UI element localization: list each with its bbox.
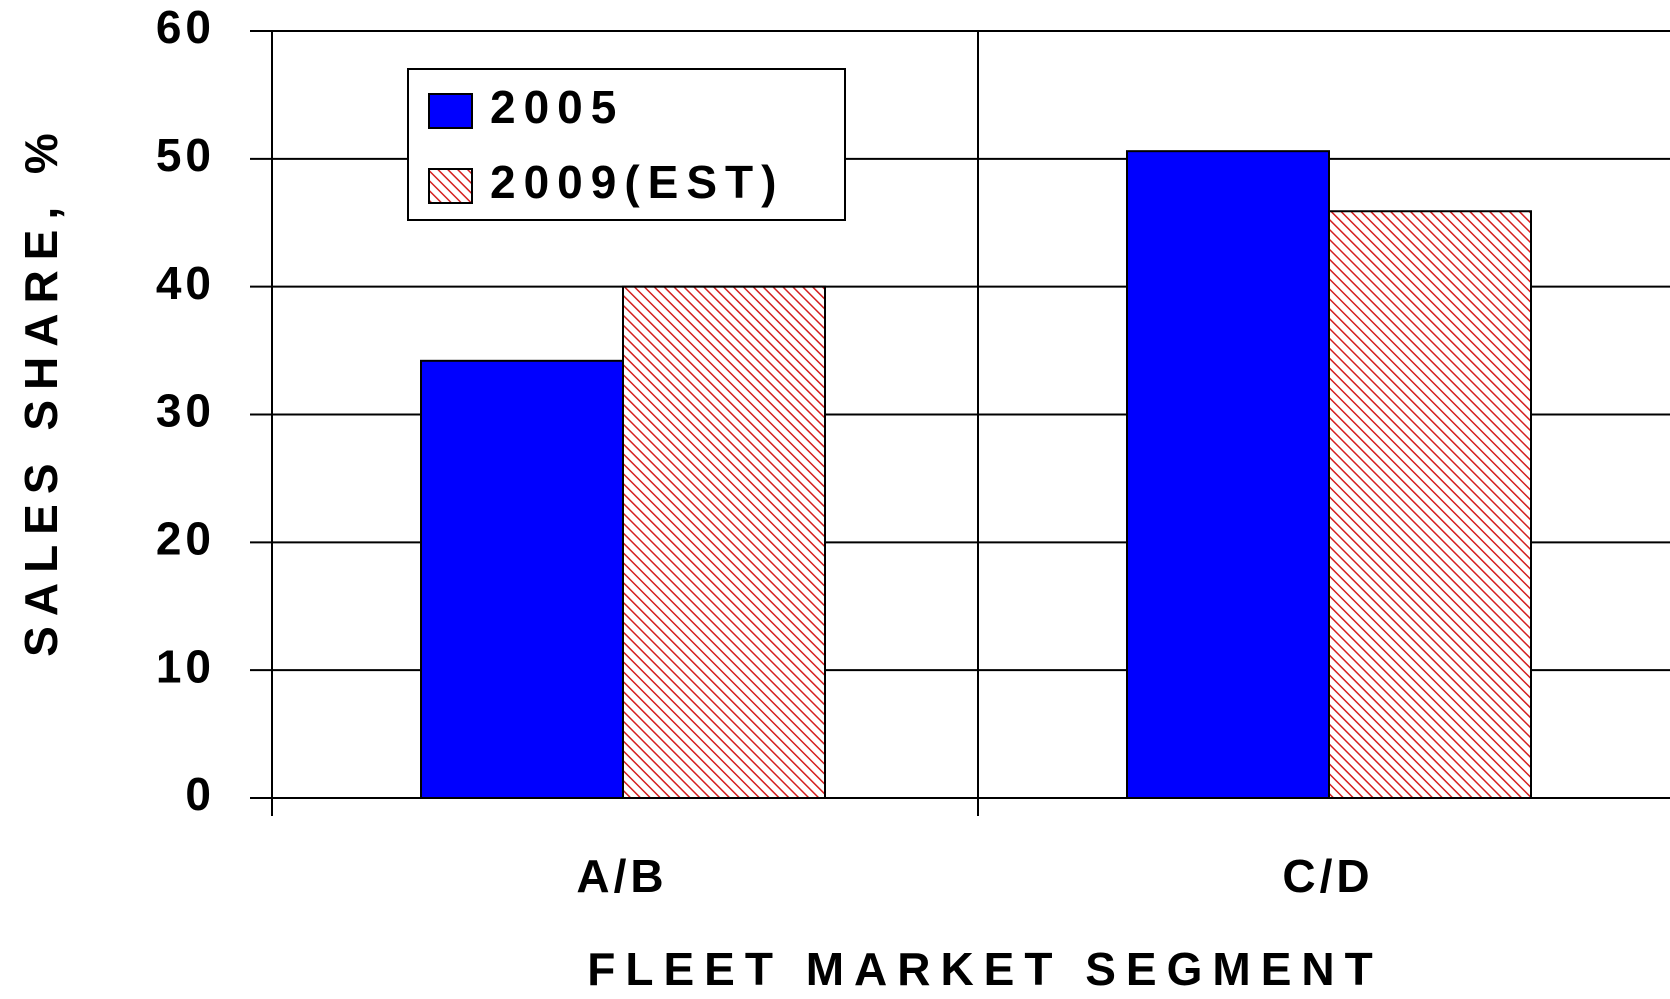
x-tick-label: A/B xyxy=(576,850,667,902)
legend-swatch xyxy=(428,93,473,129)
bar xyxy=(1328,210,1532,799)
y-tick-label: 50 xyxy=(156,129,215,181)
legend-label: 2009(EST) xyxy=(490,156,784,208)
x-axis-label: FLEET MARKET SEGMENT xyxy=(587,943,1382,995)
legend-swatch xyxy=(428,168,473,204)
bar xyxy=(420,359,624,799)
y-tick-label: 40 xyxy=(156,257,215,309)
x-tick-label: C/D xyxy=(1282,850,1373,902)
bar xyxy=(622,285,826,799)
legend-label: 2005 xyxy=(490,81,624,133)
y-tick-label: 60 xyxy=(156,1,215,53)
legend-box xyxy=(407,68,846,221)
y-tick-label: 0 xyxy=(185,768,215,820)
y-axis-label: SALES SHARE, % xyxy=(15,123,67,657)
y-tick-label: 10 xyxy=(156,640,215,692)
bar xyxy=(1126,150,1330,799)
y-tick-label: 30 xyxy=(156,385,215,437)
y-tick-label: 20 xyxy=(156,512,215,564)
